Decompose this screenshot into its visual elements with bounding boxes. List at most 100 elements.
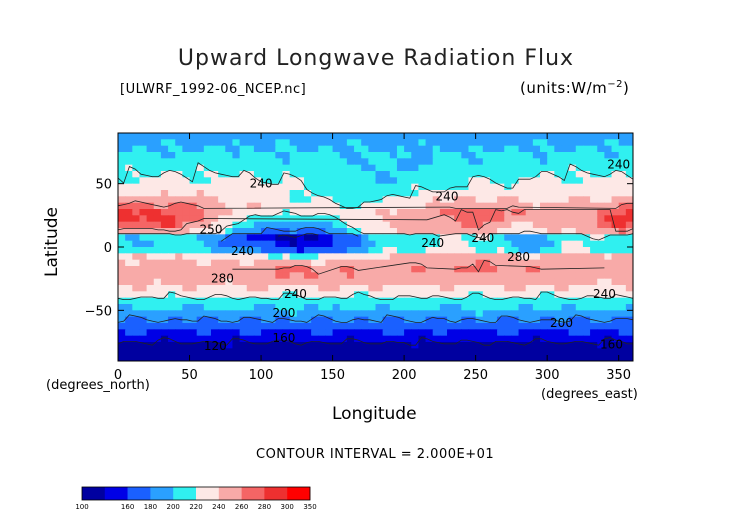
heatmap-cell (418, 348, 427, 356)
heatmap-cell (225, 354, 234, 361)
heatmap-cell (118, 209, 126, 216)
heatmap-cell (518, 285, 527, 292)
heatmap-cell (268, 259, 276, 267)
heatmap-cell (146, 234, 155, 242)
heatmap-cell (511, 348, 520, 356)
heatmap-cell (311, 152, 319, 159)
heatmap-cell (411, 304, 420, 311)
heatmap-cell (239, 221, 248, 229)
heatmap-cell (268, 304, 276, 311)
heatmap-cell (139, 164, 148, 172)
heatmap-cell (296, 323, 305, 330)
heatmap-cell (218, 177, 226, 185)
heatmap-cell (354, 164, 362, 172)
heatmap-cell (196, 228, 205, 235)
heatmap-cell (461, 278, 470, 286)
heatmap-cell (475, 354, 484, 361)
heatmap-cell (432, 190, 441, 197)
heatmap-cell (268, 177, 276, 185)
heatmap-cell (253, 228, 262, 235)
x-tick-label: 250 (463, 368, 488, 383)
heatmap-cell (575, 177, 584, 185)
heatmap-cell (311, 297, 319, 305)
heatmap-cell (325, 291, 334, 299)
heatmap-cell (289, 240, 298, 248)
heatmap-cell (575, 348, 584, 356)
heatmap-cell (468, 253, 477, 261)
heatmap-cell (611, 158, 620, 166)
heatmap-cell (354, 139, 362, 147)
heatmap-cell (239, 234, 248, 242)
heatmap-cell (275, 139, 284, 147)
heatmap-cell (482, 272, 491, 280)
heatmap-cell (375, 183, 384, 191)
heatmap-cell (611, 329, 620, 337)
heatmap-cell (482, 215, 491, 223)
heatmap-cell (339, 177, 348, 185)
heatmap-cell (132, 291, 141, 299)
heatmap-cell (389, 247, 398, 254)
heatmap-cell (611, 171, 620, 178)
heatmap-cell (196, 177, 205, 185)
heatmap-cell (275, 240, 284, 248)
heatmap-cell (125, 145, 133, 153)
heatmap-cell (468, 145, 477, 153)
heatmap-cell (482, 329, 491, 337)
heatmap-cell (461, 221, 470, 229)
heatmap-cell (118, 335, 126, 343)
heatmap-cell (354, 323, 362, 330)
heatmap-cell (354, 183, 362, 191)
heatmap-cell (511, 215, 520, 223)
heatmap-cell (253, 304, 262, 311)
heatmap-cell (554, 316, 563, 324)
heatmap-cell (561, 221, 570, 229)
heatmap-cell (590, 190, 598, 197)
heatmap-cell (146, 145, 155, 153)
heatmap-cell (189, 253, 198, 261)
heatmap-cell (611, 240, 620, 248)
heatmap-cell (382, 285, 391, 292)
heatmap-cell (232, 202, 241, 210)
heatmap-cell (561, 215, 570, 223)
heatmap-cell (618, 316, 627, 324)
heatmap-cell (346, 354, 355, 361)
heatmap-cell (168, 291, 176, 299)
heatmap-cell (346, 145, 355, 153)
heatmap-cell (511, 164, 520, 172)
heatmap-cell (482, 323, 491, 330)
heatmap-cell (525, 247, 534, 254)
heatmap-cell (375, 228, 384, 235)
heatmap-cell (618, 171, 627, 178)
heatmap-cell (354, 272, 362, 280)
heatmap-cell (303, 196, 312, 204)
heatmap-cell (225, 202, 234, 210)
heatmap-cell (561, 354, 570, 361)
heatmap-cell (339, 310, 348, 318)
heatmap-cell (203, 259, 212, 267)
heatmap-cell (468, 342, 477, 349)
heatmap-cell (132, 278, 141, 286)
heatmap-cell (618, 221, 627, 229)
heatmap-cell (168, 164, 176, 172)
heatmap-cell (268, 272, 276, 280)
colorbar-tick-label: 100 (75, 503, 88, 511)
heatmap-cell (160, 304, 169, 311)
heatmap-cell (418, 209, 427, 216)
heatmap-cell (354, 234, 362, 242)
heatmap-cell (118, 253, 126, 261)
heatmap-cell (475, 291, 484, 299)
heatmap-cell (411, 215, 420, 223)
heatmap-cell (289, 234, 298, 242)
heatmap-cell (303, 272, 312, 280)
contour-label: 280 (507, 250, 530, 264)
heatmap-cell (339, 253, 348, 261)
heatmap-cell (547, 171, 555, 178)
heatmap-cell (332, 259, 341, 267)
heatmap-cell (454, 158, 462, 166)
heatmap-cell (404, 133, 412, 140)
heatmap-cell (625, 152, 633, 159)
heatmap-cell (540, 183, 548, 191)
heatmap-cell (153, 228, 162, 235)
heatmap-cell (475, 259, 484, 267)
heatmap-cell (296, 354, 305, 361)
